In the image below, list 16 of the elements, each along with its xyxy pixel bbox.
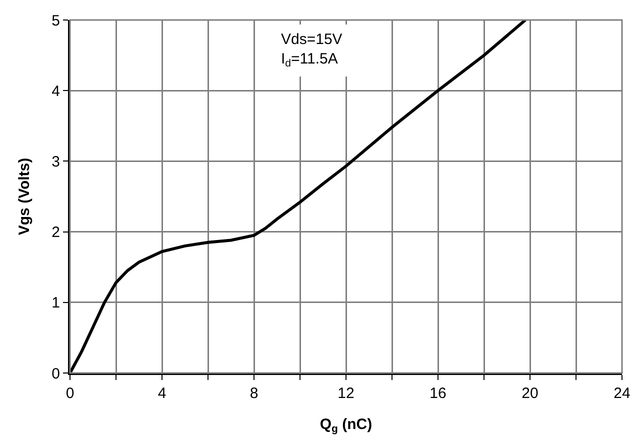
- y-tick-label: 1: [52, 294, 60, 312]
- y-tick-label: 3: [52, 153, 60, 170]
- x-tick-label: 4: [158, 385, 166, 402]
- x-tick-label: 12: [338, 385, 354, 402]
- x-tick-label: 8: [250, 385, 258, 402]
- y-axis-title: Vgs (Volts): [16, 158, 33, 236]
- y-tick-label: 4: [52, 82, 60, 100]
- x-tick-label: 0: [66, 385, 74, 402]
- y-tick-label: 0: [52, 365, 60, 382]
- x-tick-label: 16: [430, 385, 446, 402]
- x-axis-title: Q$_{g}$ (nC): [320, 416, 372, 436]
- annotation: Vds=15V I$_{d}$=11.5A: [281, 31, 342, 70]
- y-tick-label: 5: [52, 12, 60, 30]
- x-tick-label: 24: [614, 385, 630, 402]
- x-tick-label: 20: [522, 385, 538, 402]
- y-tick-label: 2: [52, 224, 60, 242]
